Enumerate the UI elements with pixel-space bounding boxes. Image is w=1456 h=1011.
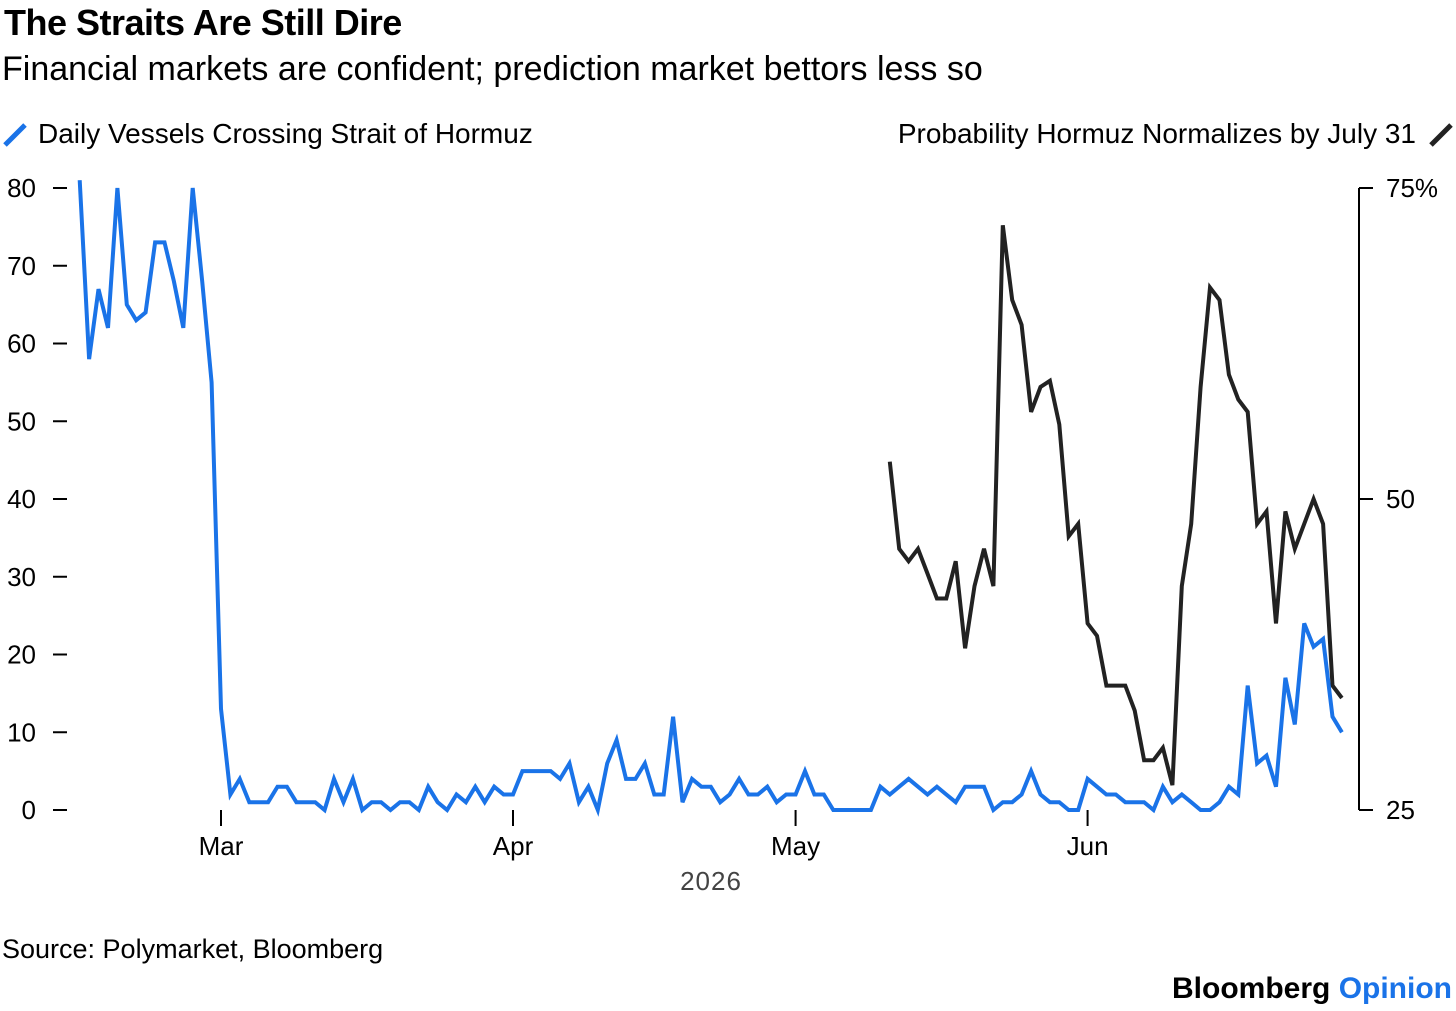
left-axis-tick-label: 10: [7, 717, 36, 747]
left-axis-tick-label: 70: [7, 251, 36, 281]
legend-probability-label: Probability Hormuz Normalizes by July 31: [897, 118, 1416, 149]
legend-probability-swatch: [1429, 123, 1453, 147]
series-line-vessels: [77, 180, 1344, 817]
chart-title: The Straits Are Still Dire: [4, 2, 402, 43]
x-axis-tick-label: Apr: [493, 831, 534, 861]
right-axis-tick-label: 50: [1386, 484, 1415, 514]
legend-vessels-label: Daily Vessels Crossing Strait of Hormuz: [38, 118, 533, 149]
x-axis: Mar Apr May Jun 2026: [199, 810, 1109, 896]
x-axis-tick-label: May: [771, 831, 820, 861]
series-layer: [77, 180, 1344, 817]
left-axis-tick-label: 80: [7, 173, 36, 203]
right-axis-tick-label: 25: [1386, 795, 1415, 825]
legend-vessels: Daily Vessels Crossing Strait of Hormuz: [2, 118, 533, 150]
x-axis-year-label: 2026: [680, 866, 742, 896]
right-axis: 25 50 75%: [1358, 173, 1438, 825]
left-axis-tick-label: 50: [7, 406, 36, 436]
left-axis: 0 10 20 30 40 50 60 70 80: [7, 173, 67, 825]
chart-subtitle: Financial markets are confident; predict…: [2, 50, 983, 88]
left-axis-tick-label: 40: [7, 484, 36, 514]
series-line-probability: [887, 225, 1344, 786]
brand-accent: Opinion: [1338, 972, 1452, 1005]
left-axis-tick-label: 0: [22, 795, 36, 825]
brand-main: Bloomberg: [1172, 972, 1331, 1005]
right-axis-tick-label: 75%: [1386, 173, 1438, 203]
x-axis-tick-label: Jun: [1067, 831, 1109, 861]
source-note: Source: Polymarket, Bloomberg: [2, 934, 384, 964]
x-axis-tick-label: Mar: [199, 831, 244, 861]
legend-probability: Probability Hormuz Normalizes by July 31: [898, 118, 1454, 150]
legend-vessels-swatch: [3, 123, 27, 147]
left-axis-tick-label: 20: [7, 640, 36, 670]
left-axis-tick-label: 60: [7, 329, 36, 359]
left-axis-tick-label: 30: [7, 562, 36, 592]
brand-logo: Bloomberg Opinion: [1172, 972, 1452, 1006]
